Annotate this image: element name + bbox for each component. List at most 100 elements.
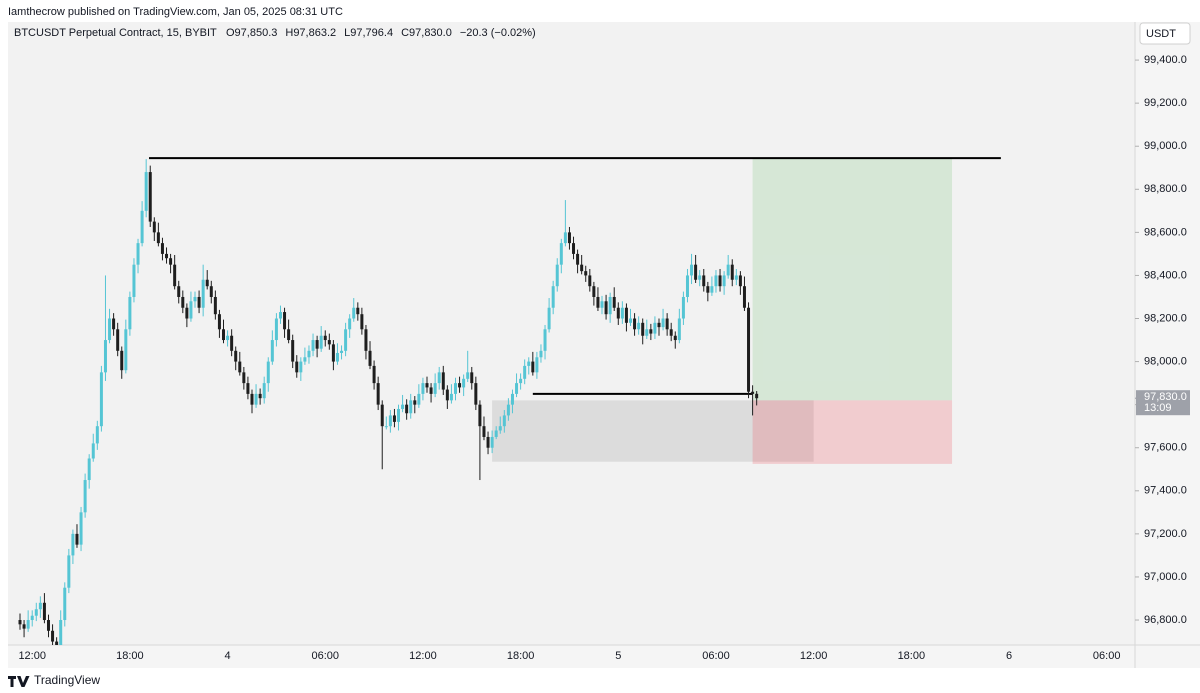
brand-logo bbox=[8, 676, 30, 687]
candle-body bbox=[319, 335, 323, 349]
candle-body bbox=[222, 329, 225, 341]
candle-body bbox=[87, 458, 91, 481]
candle-body bbox=[531, 361, 535, 373]
candle-body bbox=[458, 383, 462, 388]
candle-body bbox=[490, 436, 494, 448]
x-tick-label: 06:00 bbox=[311, 650, 339, 662]
candle-body bbox=[380, 404, 384, 427]
candle-body bbox=[91, 443, 95, 459]
candle-body bbox=[372, 365, 376, 384]
candle-body bbox=[323, 335, 327, 341]
legend-value: L97,796.4 bbox=[344, 27, 393, 39]
candle-body bbox=[519, 378, 523, 384]
candle-body bbox=[401, 404, 405, 409]
plot bbox=[18, 157, 1001, 645]
candle-body bbox=[348, 318, 352, 330]
range-box bbox=[752, 400, 953, 464]
candle-body bbox=[555, 264, 559, 287]
candle-body bbox=[392, 415, 396, 422]
candle-body bbox=[344, 329, 348, 351]
candle-body bbox=[604, 301, 608, 315]
candle-body bbox=[397, 408, 401, 422]
x-tick-label: 12:00 bbox=[800, 650, 828, 662]
candle-body bbox=[197, 296, 201, 308]
candle-body bbox=[254, 393, 258, 405]
candle-body bbox=[498, 426, 502, 431]
candle-body bbox=[278, 312, 282, 319]
last-price-label: 97,830.0 bbox=[1144, 391, 1187, 403]
y-tick-label: 99,200.0 bbox=[1144, 97, 1187, 109]
candle-body bbox=[742, 286, 746, 308]
candle-body bbox=[478, 404, 482, 427]
candle-body bbox=[449, 393, 453, 401]
candle-body bbox=[291, 340, 295, 362]
candle-body bbox=[466, 372, 470, 379]
candle-body bbox=[30, 615, 34, 621]
candle-body bbox=[246, 383, 250, 394]
candle-body bbox=[706, 286, 710, 293]
candle-body bbox=[376, 383, 380, 405]
y-tick-label: 96,800.0 bbox=[1144, 614, 1187, 626]
caption: Iamthecrow published on TradingView.com,… bbox=[8, 6, 343, 18]
candle-body bbox=[690, 264, 694, 276]
x-tick-label: 5 bbox=[615, 650, 621, 662]
candle-body bbox=[685, 275, 689, 297]
y-tick-label: 97,600.0 bbox=[1144, 442, 1187, 454]
candle-body bbox=[413, 400, 417, 405]
candle-body bbox=[409, 400, 413, 414]
candle-body bbox=[470, 372, 474, 384]
candle-body bbox=[641, 322, 645, 336]
candle-body bbox=[702, 275, 706, 287]
y-unit: USDT bbox=[1146, 28, 1176, 40]
candle-body bbox=[59, 620, 63, 645]
candle-body bbox=[283, 312, 287, 330]
candle-body bbox=[653, 322, 657, 334]
candle-body bbox=[95, 426, 99, 444]
candle-body bbox=[523, 365, 527, 379]
countdown: 13:09 bbox=[1144, 402, 1172, 414]
candle-body bbox=[71, 533, 75, 556]
candle-body bbox=[563, 232, 567, 244]
candle-body bbox=[747, 307, 751, 392]
candle-body bbox=[112, 318, 116, 330]
candle-body bbox=[148, 172, 152, 222]
y-tick-label: 97,400.0 bbox=[1144, 485, 1187, 497]
candle-body bbox=[217, 314, 221, 330]
x-tick-label: 6 bbox=[1006, 650, 1012, 662]
chart-title: BTCUSDT Perpetual Contract, 15, BYBIT bbox=[14, 27, 217, 39]
candle-body bbox=[116, 329, 120, 351]
candle-body bbox=[751, 391, 755, 394]
candle-body bbox=[543, 329, 547, 351]
candle-body bbox=[103, 340, 107, 373]
candle-body bbox=[299, 361, 303, 373]
candle-body bbox=[726, 264, 730, 276]
candle-body bbox=[209, 286, 213, 297]
candle-body bbox=[588, 275, 592, 287]
candle-body bbox=[67, 555, 71, 588]
plot-area bbox=[8, 22, 1135, 645]
candle-body bbox=[26, 620, 30, 629]
candle-body bbox=[295, 361, 299, 373]
x-tick-label: 18:00 bbox=[507, 650, 535, 662]
candle-body bbox=[136, 243, 140, 265]
candle-body bbox=[486, 436, 490, 448]
candle-body bbox=[580, 264, 584, 272]
candle-body bbox=[515, 383, 519, 394]
candle-body bbox=[624, 307, 628, 323]
candle-body bbox=[527, 361, 531, 366]
candle-body bbox=[108, 318, 112, 341]
candle-body bbox=[356, 307, 360, 315]
candle-body bbox=[124, 329, 128, 371]
y-tick-label: 97,200.0 bbox=[1144, 528, 1187, 540]
candle-body bbox=[637, 322, 641, 330]
brand-name: TradingView bbox=[34, 673, 100, 687]
candle-body bbox=[559, 243, 563, 265]
candle-body bbox=[242, 372, 246, 384]
time-axis-area bbox=[8, 645, 1200, 668]
candle-body bbox=[63, 587, 67, 621]
candle-body bbox=[608, 296, 612, 315]
candle-body bbox=[169, 258, 173, 265]
candle-body bbox=[629, 318, 632, 323]
candle-body bbox=[677, 318, 681, 341]
candle-body bbox=[46, 620, 50, 631]
